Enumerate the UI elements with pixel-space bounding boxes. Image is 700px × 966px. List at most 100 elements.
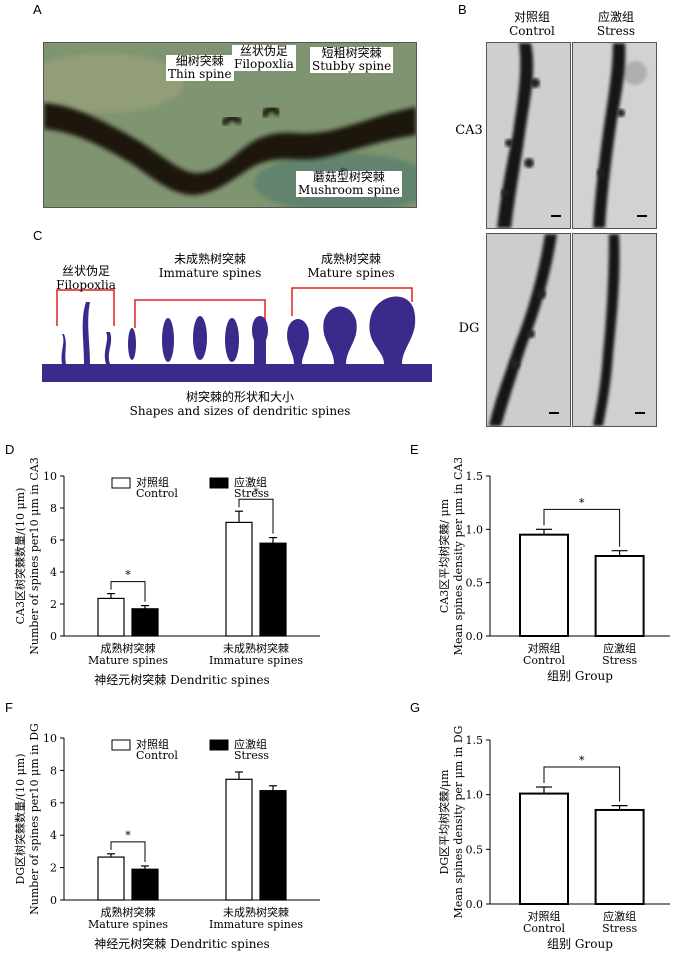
micrograph-ca3-control [486,42,571,229]
c-immature-en: Immature spines [158,266,262,280]
y-tick-label: 6 [50,797,57,810]
significance-bracket [110,581,146,602]
mature-spine-2 [323,306,357,364]
immature-spine-1 [128,328,136,360]
y-tick-label: 6 [50,534,57,547]
y-tick-label: 10 [43,470,57,483]
stress-en: Stress [596,24,636,38]
x-axis-label: 神经元树突棘 Dendritic spines [94,672,269,687]
filopodia-3 [104,332,112,364]
thin-spine-cn: 细树突棘 [175,54,224,68]
column-control: 对照组 Control [492,10,572,38]
y-tick-label: 2 [50,598,57,611]
legend-label-en: Control [136,487,178,500]
significance-bracket [543,766,621,802]
y-tick-label: 0.5 [466,577,484,590]
category-label-cn: 成熟树突棘 [101,905,156,919]
stress-cn: 应激组 [597,10,634,24]
chart-f: 0 2 4 6 8 10 DG区树突棘数量/(10 μm) Number of spines … [13,723,320,951]
micrograph-dg-control [486,233,571,427]
x-axis-label: 组别 Group [547,937,613,951]
legend-swatch [209,477,229,489]
y-axis-label-cn: CA3区平均树突棘/ μm [437,498,451,613]
y-tick-label: 8 [50,764,57,777]
c-mature-cn: 成熟树突棘 [320,252,381,266]
spine-shapes-diagram [42,287,432,382]
category-label-cn: 成熟树突棘 [101,641,156,655]
panel-label-b: B [458,2,467,17]
y-tick-label: 1.0 [466,789,484,802]
stubby-spine-cn: 短粗树突棘 [321,46,382,60]
legend-label-en: Control [136,749,178,762]
legend-label-en: Stress [234,749,269,762]
panel-label-e: E [410,442,419,457]
mushroom-spine-en: Mushroom spine [298,183,400,197]
panel-label-g: G [410,700,421,715]
chart-g: 0.0 0.5 1.0 1.5 DG区平均树突棘/μm Mean spines densi… [437,726,670,951]
bar [225,778,253,901]
y-axis-label-en: Number of spines per10 μm in CA3 [28,458,41,655]
panel-label-d: D [5,442,15,457]
c-immature-cn: 未成熟树突棘 [173,252,246,266]
mushroom-spine-cn: 蘑菇型树突棘 [312,170,385,184]
category-label-en: Immature spines [209,918,303,931]
y-tick-label: 0.0 [466,898,484,911]
y-tick-label: 0.5 [466,843,484,856]
control-cn: 对照组 [513,10,550,24]
significance-star: * [253,486,259,499]
legend-swatch [111,477,131,489]
y-tick-label: 0 [50,630,57,643]
micrograph-ca3-stress [572,42,657,229]
y-tick-label: 10 [43,732,57,745]
immature-spine-5 [252,316,268,364]
c-label-mature: 成熟树突棘 Mature spines [296,252,406,280]
c-caption-cn: 树突棘的形状和大小 [185,390,294,404]
y-tick-label: 1.5 [466,470,484,483]
category-label-cn: 应激组 [603,909,636,923]
category-label-cn: 应激组 [603,641,636,655]
bar [131,868,159,901]
legend-label-cn: 应激组 [234,475,267,489]
y-tick-label: 4 [50,566,57,579]
category-label-cn: 对照组 [528,909,561,923]
label-filopodia: 丝状伪足 Filopoxlia [232,45,296,71]
bar [259,542,287,637]
bracket-immature [134,299,266,328]
significance-star: * [125,829,131,842]
mature-spine-3 [369,296,416,364]
bar [97,856,125,901]
row-dg: DG [458,321,480,336]
filopodia-2 [82,302,90,364]
y-tick-label: 1.0 [466,523,484,536]
legend-label-cn: 对照组 [136,737,169,751]
micrograph-dg-stress [572,233,657,427]
category-label-en: Immature spines [209,654,303,667]
y-tick-label: 1.5 [466,734,484,747]
mature-spine-1 [287,319,309,364]
bar [131,608,159,637]
panel-label-c: C [33,228,43,243]
category-label-cn: 未成熟树突棘 [223,641,289,655]
category-label-cn: 未成熟树突棘 [223,905,289,919]
y-axis-label-en: Number of spines per10 μm in DG [28,723,41,915]
significance-star: * [579,754,585,767]
column-stress: 应激组 Stress [576,10,656,38]
y-tick-label: 8 [50,502,57,515]
y-tick-label: 2 [50,862,57,875]
category-label-en: Mature spines [88,654,168,667]
y-axis-label-en: Mean spines density per μm in CA3 [452,458,465,655]
x-axis-label: 神经元树突棘 Dendritic spines [94,936,269,951]
row-ca3: CA3 [455,123,483,138]
significance-bracket [238,498,274,534]
chart-e: 0.0 0.5 1.0 1.5 CA3区平均树突棘/ μm Mean spines den… [437,458,670,683]
label-mushroom-spine: 蘑菇型树突棘 Mushroom spine [296,171,402,197]
c-filo-en: Filopoxlia [56,278,116,292]
bar [519,533,569,637]
immature-spine-2 [162,318,174,362]
y-axis-label-en: Mean spines density per μm in DG [452,726,465,919]
y-axis-label-cn: DG区树突棘数量/(10 μm) [13,754,27,885]
panel-label-f: F [5,700,13,715]
legend-swatch [209,739,229,751]
y-axis-label-cn: CA3区树突棘数量/(10 μm) [13,488,27,625]
category-label-en: Control [523,922,565,935]
